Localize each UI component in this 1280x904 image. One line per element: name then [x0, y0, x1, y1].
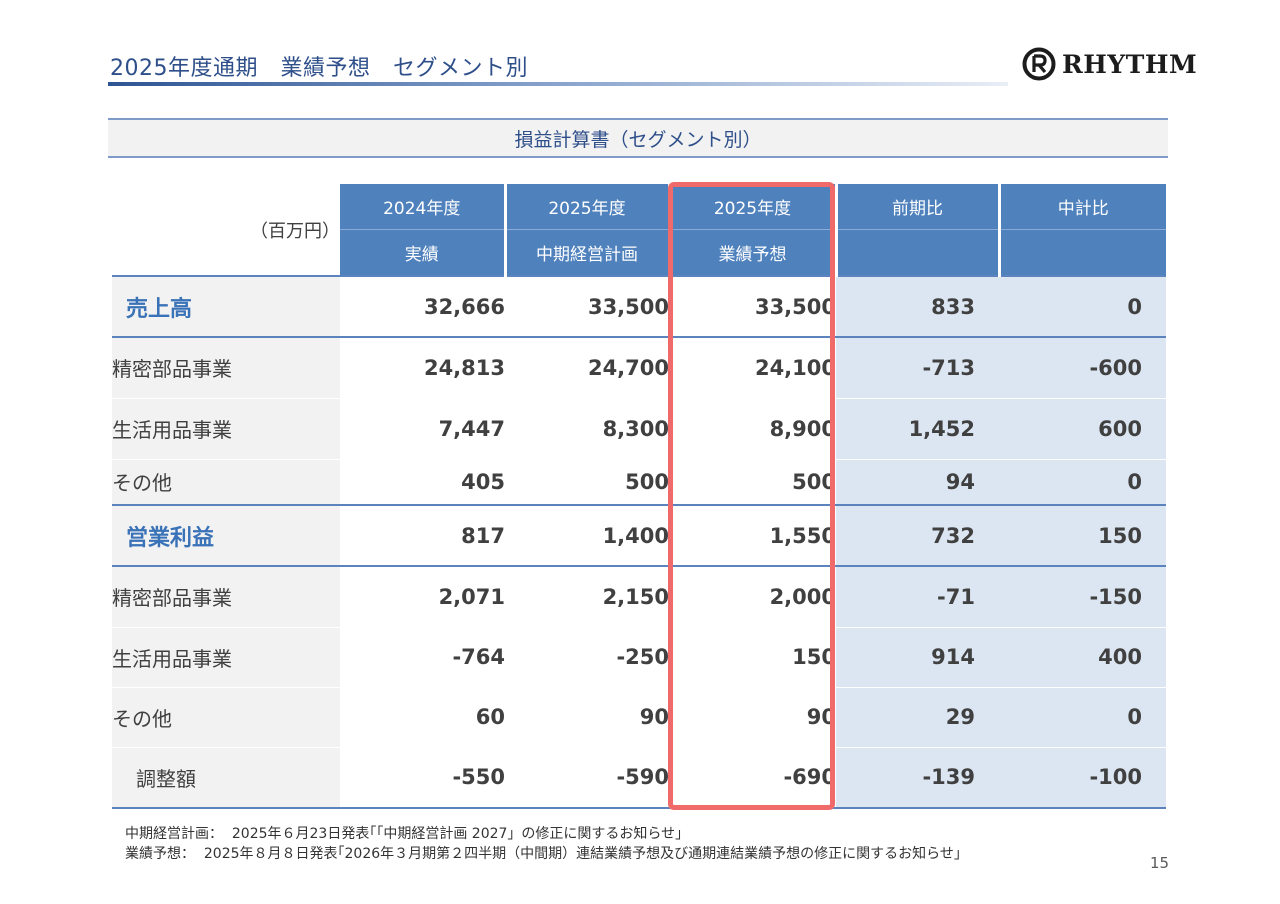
table-row: 精密部品事業 24,813 24,700 24,100 -713 -600: [112, 336, 1166, 398]
segment-pl-table: （百万円） 2024年度 2025年度 2025年度 前期比 中計比 実績 中期…: [112, 184, 1166, 809]
value-cell: 33,500: [669, 276, 836, 338]
footnote-plan: 中期経営計画： 2025年６月23日発表｢「中期経営計画 2027」の修正に関す…: [125, 826, 690, 842]
row-label: 調整額: [112, 746, 340, 809]
value-cell: 150: [669, 626, 836, 687]
unit-label: （百万円）: [112, 184, 340, 277]
value-cell: 500: [505, 458, 669, 505]
value-cell: -590: [505, 746, 669, 809]
value-cell: -690: [669, 746, 836, 809]
title-underline: [108, 82, 1008, 86]
value-cell: 60: [340, 686, 505, 747]
value-cell: 833: [836, 276, 999, 338]
value-cell: -764: [340, 626, 505, 687]
value-cell: 24,813: [340, 336, 505, 398]
col-header-top: 2024年度: [340, 184, 505, 230]
col-header-top: 前期比: [834, 184, 999, 230]
value-cell: 732: [836, 504, 999, 567]
table-row: その他 60 90 90 29 0: [112, 686, 1166, 747]
row-label: その他: [112, 686, 340, 747]
col-header-bottom: [997, 229, 1166, 277]
table-row: 生活用品事業 7,447 8,300 8,900 1,452 600: [112, 397, 1166, 459]
footnotes: 中期経営計画： 2025年６月23日発表｢「中期経営計画 2027」の修正に関す…: [125, 824, 968, 864]
value-cell: 405: [340, 458, 505, 505]
value-cell: -600: [999, 336, 1166, 398]
page-title: 2025年度通期 業績予想 セグメント別: [110, 56, 528, 81]
value-cell: -713: [836, 336, 999, 398]
row-label: 精密部品事業: [112, 565, 340, 627]
row-label: その他: [112, 458, 340, 505]
table-row: 調整額 -550 -590 -690 -139 -100: [112, 746, 1166, 809]
value-cell: 1,400: [505, 504, 669, 567]
value-cell: -550: [340, 746, 505, 809]
value-cell: -139: [836, 746, 999, 809]
value-cell: 914: [836, 626, 999, 687]
row-label: 営業利益: [112, 504, 340, 567]
row-label: 売上高: [112, 276, 340, 338]
value-cell: 29: [836, 686, 999, 747]
value-cell: 2,071: [340, 565, 505, 627]
value-cell: 32,666: [340, 276, 505, 338]
value-cell: 8,300: [505, 397, 669, 459]
col-header-top: 2025年度: [667, 184, 836, 230]
value-cell: 90: [669, 686, 836, 747]
header-row-bottom: 実績 中期経営計画 業績予想: [112, 229, 1166, 277]
value-cell: 817: [340, 504, 505, 567]
row-label: 精密部品事業: [112, 336, 340, 398]
col-header-bottom: [834, 229, 999, 277]
table-row: 営業利益 817 1,400 1,550 732 150: [112, 504, 1166, 567]
col-header-bottom: 業績予想: [667, 229, 836, 277]
value-cell: 7,447: [340, 397, 505, 459]
value-cell: 90: [505, 686, 669, 747]
value-cell: -150: [999, 565, 1166, 627]
value-cell: 150: [999, 504, 1166, 567]
value-cell: 24,100: [669, 336, 836, 398]
value-cell: 24,700: [505, 336, 669, 398]
value-cell: 0: [999, 686, 1166, 747]
table-row: その他 405 500 500 94 0: [112, 458, 1166, 505]
value-cell: 2,150: [505, 565, 669, 627]
rhythm-logo-icon: [1022, 47, 1056, 81]
col-header-top: 中計比: [997, 184, 1166, 230]
value-cell: 0: [999, 276, 1166, 338]
table-row: 精密部品事業 2,071 2,150 2,000 -71 -150: [112, 565, 1166, 627]
row-label: 生活用品事業: [112, 626, 340, 687]
value-cell: 600: [999, 397, 1166, 459]
col-header-bottom: 実績: [340, 229, 505, 277]
value-cell: -71: [836, 565, 999, 627]
col-header-top: 2025年度: [503, 184, 669, 230]
value-cell: 2,000: [669, 565, 836, 627]
value-cell: 1,550: [669, 504, 836, 567]
col-header-bottom: 中期経営計画: [503, 229, 669, 277]
value-cell: 1,452: [836, 397, 999, 459]
value-cell: -100: [999, 746, 1166, 809]
value-cell: 500: [669, 458, 836, 505]
table-row: 生活用品事業 -764 -250 150 914 400: [112, 626, 1166, 687]
value-cell: 33,500: [505, 276, 669, 338]
page-number: 15: [1150, 854, 1170, 872]
table-row: 売上高 32,666 33,500 33,500 833 0: [112, 276, 1166, 338]
value-cell: -250: [505, 626, 669, 687]
value-cell: 0: [999, 458, 1166, 505]
logo-text: RHYTHM: [1062, 49, 1198, 79]
row-label: 生活用品事業: [112, 397, 340, 459]
company-logo: RHYTHM: [1022, 44, 1197, 84]
value-cell: 400: [999, 626, 1166, 687]
footnote-forecast: 業績予想： 2025年８月８日発表｢2026年３月期第２四半期（中間期）連結業績…: [125, 846, 968, 862]
value-cell: 8,900: [669, 397, 836, 459]
section-title: 損益計算書（セグメント別）: [108, 118, 1168, 158]
header-row-top: （百万円） 2024年度 2025年度 2025年度 前期比 中計比: [112, 184, 1166, 277]
value-cell: 94: [836, 458, 999, 505]
